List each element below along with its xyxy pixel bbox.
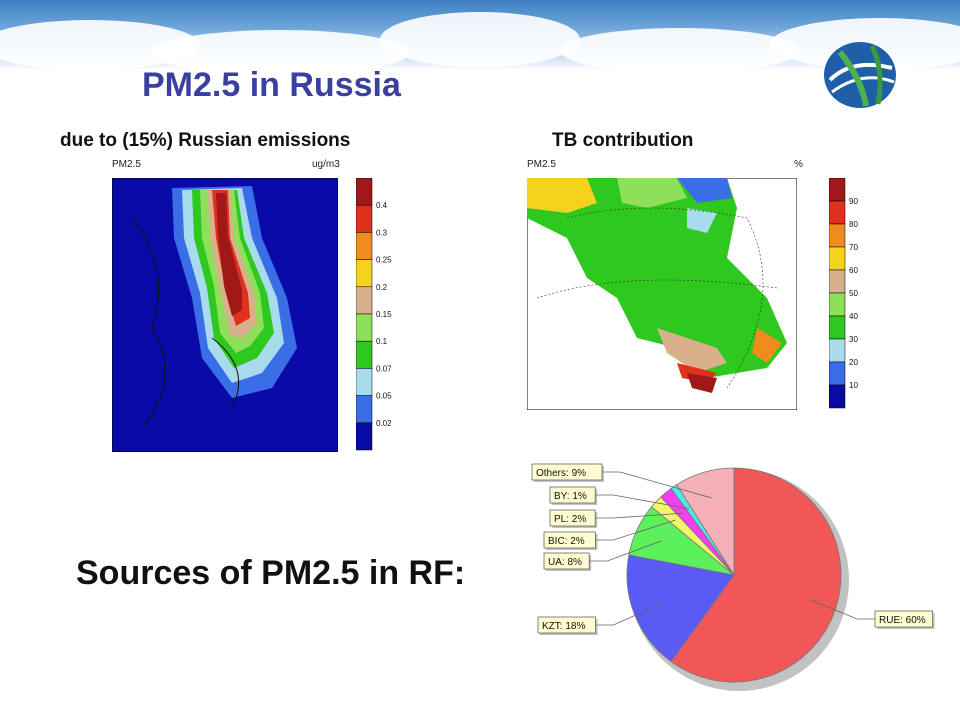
pie-slice-label: BY: 1% bbox=[554, 491, 587, 502]
pie-label-box bbox=[531, 463, 603, 481]
colorbar-tick-label: 80 bbox=[849, 220, 858, 229]
pie-slice-label: BIC: 2% bbox=[548, 536, 585, 547]
pie-slice-label: KZT: 18% bbox=[542, 621, 585, 632]
globe-logo bbox=[824, 42, 896, 108]
colorbar-swatch bbox=[829, 246, 846, 271]
colorbar-tick-label: 0.05 bbox=[376, 392, 392, 401]
pie-slice bbox=[626, 554, 735, 663]
colorbar-swatch bbox=[356, 340, 373, 369]
cloud bbox=[150, 30, 410, 75]
sources-pie-chart: RUE: 60% KZT: 18% UA: 8% BIC: 2% PL: 2% BY: 1… bbox=[531, 463, 935, 691]
pie-label-box bbox=[543, 552, 590, 570]
colorbar-swatch bbox=[356, 422, 373, 451]
colorbar-swatch bbox=[829, 384, 846, 409]
colorbar-swatch bbox=[356, 232, 373, 260]
colorbar-swatch bbox=[356, 313, 373, 342]
cloud bbox=[380, 12, 580, 67]
pie-label-box bbox=[537, 616, 596, 634]
colorbar-swatch bbox=[829, 315, 846, 340]
colorbar-swatch bbox=[829, 223, 846, 248]
colorbar-tick-label: 0.1 bbox=[376, 337, 388, 346]
pie-leader-line bbox=[595, 519, 676, 541]
pie-label-box bbox=[874, 610, 933, 628]
colorbar-tick-label: 90 bbox=[849, 197, 858, 206]
pie-label-box bbox=[549, 486, 596, 504]
right-map-field: PM2.5 bbox=[527, 159, 556, 170]
pie-slice-label: PL: 2% bbox=[554, 514, 586, 525]
left-map-unit: ug/m3 bbox=[312, 159, 340, 170]
colorbar-tick-label: 0.3 bbox=[376, 228, 388, 237]
colorbar-swatch bbox=[829, 178, 846, 202]
pie-slice bbox=[676, 467, 735, 577]
left-pm25-map bbox=[112, 178, 338, 452]
colorbar-tick-label: 40 bbox=[849, 312, 858, 321]
colorbar-tick-label: 0.2 bbox=[376, 283, 388, 292]
subtitle-left: due to (15%) Russian emissions bbox=[60, 130, 351, 151]
colorbar-swatch bbox=[356, 368, 373, 396]
pie-leader-line bbox=[602, 471, 712, 499]
right-map-colorbar: 90 80 70 60 50 40 30 20 10 bbox=[829, 178, 858, 409]
colorbar-tick-label: 0.4 bbox=[376, 201, 388, 210]
sources-label: Sources of PM2.5 in RF: bbox=[76, 554, 466, 592]
pie-slice bbox=[670, 467, 842, 683]
cloud bbox=[560, 28, 800, 73]
pie-leader-line bbox=[595, 604, 660, 626]
colorbar-tick-label: 30 bbox=[849, 335, 858, 344]
colorbar-tick-label: 0.25 bbox=[376, 256, 392, 265]
colorbar-swatch bbox=[356, 395, 373, 424]
colorbar-tick-label: 0.07 bbox=[376, 364, 392, 373]
pie-leader-line bbox=[589, 540, 662, 562]
pie-slice-label: RUE: 60% bbox=[879, 615, 926, 626]
colorbar-swatch bbox=[356, 286, 373, 315]
colorbar-swatch bbox=[829, 269, 846, 294]
right-pm25-contribution-map bbox=[527, 178, 797, 410]
colorbar-swatch bbox=[356, 204, 373, 233]
colorbar-swatch bbox=[829, 361, 846, 386]
colorbar-swatch bbox=[829, 200, 846, 225]
colorbar-tick-label: 60 bbox=[849, 266, 858, 275]
subtitle-right: TB contribution bbox=[552, 130, 694, 151]
right-map-unit: % bbox=[794, 159, 803, 170]
pie-leader-line bbox=[595, 494, 689, 510]
colorbar-swatch bbox=[356, 178, 373, 206]
pie-slice-label: Others: 9% bbox=[536, 468, 586, 479]
colorbar-tick-label: 0.15 bbox=[376, 310, 392, 319]
pie-label-box bbox=[543, 531, 596, 549]
colorbar-swatch bbox=[829, 292, 846, 317]
pie-leader-line bbox=[595, 512, 683, 519]
colorbar-swatch bbox=[356, 259, 373, 288]
slide-title: PM2.5 in Russia bbox=[142, 66, 401, 104]
colorbar-tick-label: 70 bbox=[849, 243, 858, 252]
colorbar-swatch bbox=[829, 338, 846, 363]
colorbar-tick-label: 10 bbox=[849, 381, 858, 390]
left-map-field: PM2.5 bbox=[112, 159, 141, 170]
left-map-colorbar: 0.4 0.3 0.25 0.2 0.15 0.1 0.07 0.05 0.02 bbox=[356, 178, 392, 451]
pie-leader-line bbox=[810, 599, 875, 620]
pie-slice-label: UA: 8% bbox=[548, 557, 582, 568]
pie-label-box bbox=[549, 509, 596, 527]
colorbar-tick-label: 20 bbox=[849, 358, 858, 367]
colorbar-tick-label: 0.02 bbox=[376, 419, 392, 428]
colorbar-tick-label: 50 bbox=[849, 289, 858, 298]
